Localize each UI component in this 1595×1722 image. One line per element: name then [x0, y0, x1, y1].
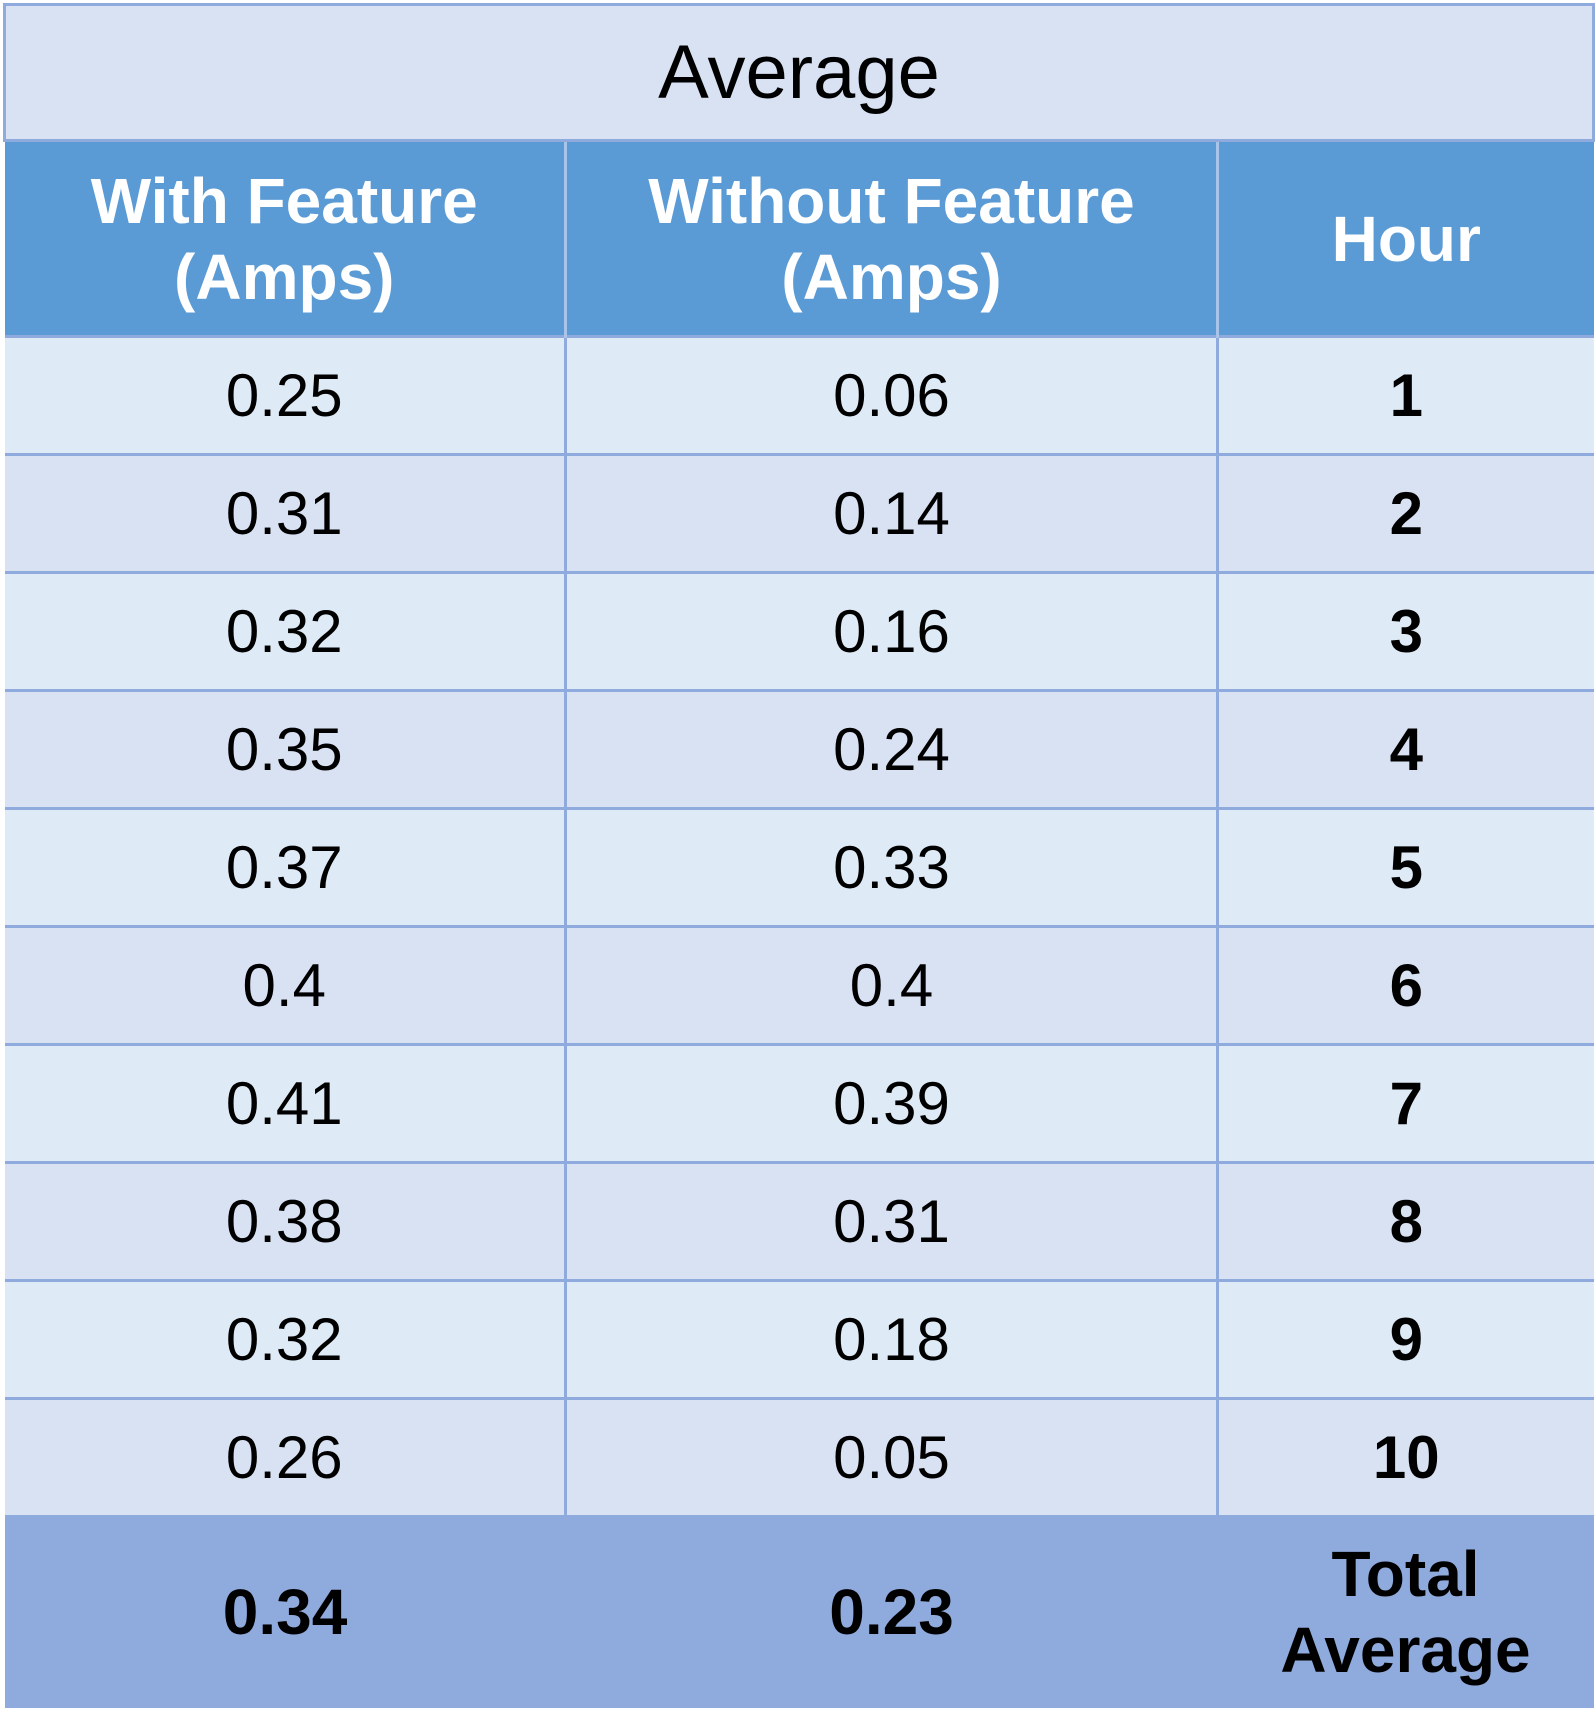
header-hour: Hour: [1215, 140, 1594, 337]
cell-without-feature: 0.4: [564, 925, 1219, 1045]
cell-hour: 7: [1215, 1043, 1594, 1163]
total-label-line2: Average: [1280, 1613, 1531, 1686]
cell-with-feature: 0.32: [4, 571, 567, 691]
table-title: Average: [2, 3, 1595, 142]
table-row: 0.32 0.18 9: [4, 1279, 1594, 1399]
table-row: 0.38 0.31 8: [4, 1161, 1594, 1281]
cell-with-feature: 0.37: [4, 807, 567, 927]
cell-hour: 4: [1215, 689, 1594, 809]
table-row: 0.35 0.24 4: [4, 689, 1594, 809]
total-label: Total Average: [1217, 1515, 1594, 1708]
cell-without-feature: 0.33: [564, 807, 1219, 927]
cell-with-feature: 0.38: [4, 1161, 567, 1281]
cell-with-feature: 0.32: [4, 1279, 567, 1399]
cell-with-feature: 0.25: [4, 335, 567, 455]
cell-without-feature: 0.39: [564, 1043, 1219, 1163]
cell-hour: 10: [1215, 1397, 1594, 1515]
cell-with-feature: 0.41: [4, 1043, 567, 1163]
table-row: 0.32 0.16 3: [4, 571, 1594, 691]
cell-without-feature: 0.24: [564, 689, 1219, 809]
cell-hour: 3: [1215, 571, 1594, 691]
total-row: 0.34 0.23 Total Average: [4, 1515, 1594, 1708]
total-with-feature: 0.34: [4, 1515, 566, 1708]
header-with-feature: With Feature (Amps): [4, 140, 567, 337]
table-row: 0.41 0.39 7: [4, 1043, 1594, 1163]
cell-hour: 2: [1215, 453, 1594, 573]
cell-without-feature: 0.06: [564, 335, 1219, 455]
cell-without-feature: 0.31: [564, 1161, 1219, 1281]
cell-without-feature: 0.05: [564, 1397, 1219, 1515]
table-row: 0.25 0.06 1: [4, 335, 1594, 455]
table-row: 0.31 0.14 2: [4, 453, 1594, 573]
header-with-feature-line2: (Amps): [174, 240, 395, 313]
cell-with-feature: 0.26: [4, 1397, 567, 1515]
cell-hour: 9: [1215, 1279, 1594, 1399]
cell-with-feature: 0.4: [4, 925, 567, 1045]
cell-without-feature: 0.16: [564, 571, 1219, 691]
average-table: Average With Feature (Amps) Without Feat…: [2, 3, 1595, 1708]
header-without-feature-line2: (Amps): [781, 240, 1002, 313]
cell-with-feature: 0.35: [4, 689, 567, 809]
average-table-container: Average With Feature (Amps) Without Feat…: [2, 3, 1595, 1708]
cell-hour: 5: [1215, 807, 1594, 927]
table-row: 0.37 0.33 5: [4, 807, 1594, 927]
cell-without-feature: 0.14: [564, 453, 1219, 573]
total-label-line1: Total: [1331, 1537, 1480, 1610]
cell-hour: 1: [1215, 335, 1594, 455]
cell-hour: 8: [1215, 1161, 1594, 1281]
header-without-feature: Without Feature (Amps): [564, 140, 1219, 337]
table-row: 0.4 0.4 6: [4, 925, 1594, 1045]
header-without-feature-line1: Without Feature: [648, 164, 1135, 237]
total-without-feature: 0.23: [565, 1515, 1218, 1708]
header-row: With Feature (Amps) Without Feature (Amp…: [4, 140, 1594, 337]
table-row: 0.26 0.05 10: [4, 1397, 1594, 1515]
cell-with-feature: 0.31: [4, 453, 567, 573]
cell-without-feature: 0.18: [564, 1279, 1219, 1399]
cell-hour: 6: [1215, 925, 1594, 1045]
header-with-feature-line1: With Feature: [90, 164, 478, 237]
title-row: Average: [2, 3, 1595, 142]
